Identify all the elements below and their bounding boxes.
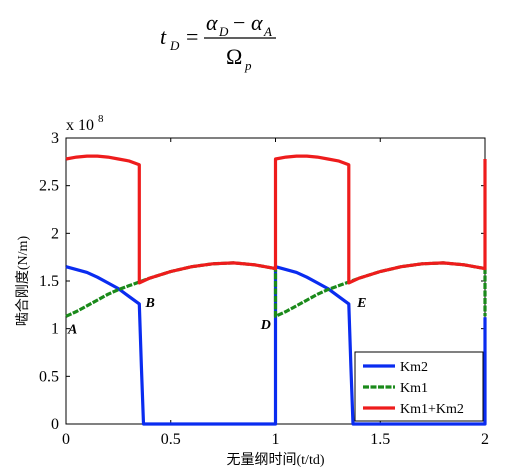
formula-num-a: α <box>206 10 218 35</box>
x-axis-label: 无量纲时间(t/td) <box>227 452 325 468</box>
x-tick-label: 0.5 <box>161 431 181 448</box>
y-tick-label: 0 <box>51 416 59 433</box>
formula-lhs: t <box>160 24 167 49</box>
y-tick-label: 2 <box>51 225 59 242</box>
legend-label: Km2 <box>400 360 428 375</box>
y-tick-label: 3 <box>51 130 59 147</box>
formula-tD: t D = α D − α A Ω p <box>160 10 276 73</box>
x-tick-label: 2 <box>481 431 489 448</box>
formula-den-sub: p <box>244 58 252 73</box>
formula-minus: − <box>233 10 245 35</box>
annotation-a: A <box>67 323 77 338</box>
y-scale-label: x 10 <box>66 117 94 134</box>
annotation-d: D <box>260 318 271 333</box>
y-scale-exponent: 8 <box>98 113 104 125</box>
y-tick-label: 1.5 <box>39 273 59 290</box>
formula-num-a-sub: D <box>218 24 229 39</box>
y-tick-label: 1 <box>51 321 59 338</box>
formula-equals: = <box>186 24 198 49</box>
y-tick-label: 2.5 <box>39 178 59 195</box>
series-line-km1-plus-km2 <box>65 154 487 285</box>
series-line-km1 <box>65 261 487 318</box>
x-tick-label: 0 <box>62 431 70 448</box>
formula-den: Ω <box>226 44 242 69</box>
y-axis-label: 啮合刚度(N/m) <box>15 236 31 327</box>
legend: Km2 Km1 Km1+Km2 <box>354 351 484 422</box>
legend-label: Km1 <box>400 381 428 396</box>
y-tick-label: 0.5 <box>39 368 59 385</box>
formula-num-b-sub: A <box>263 24 272 39</box>
formula-lhs-sub: D <box>169 38 180 53</box>
x-tick-label: 1 <box>272 431 280 448</box>
legend-label: Km1+Km2 <box>400 402 464 417</box>
formula-num-b: α <box>251 10 263 35</box>
x-tick-label: 1.5 <box>370 431 390 448</box>
annotation-b: B <box>145 296 155 311</box>
annotation-e: E <box>356 296 366 311</box>
